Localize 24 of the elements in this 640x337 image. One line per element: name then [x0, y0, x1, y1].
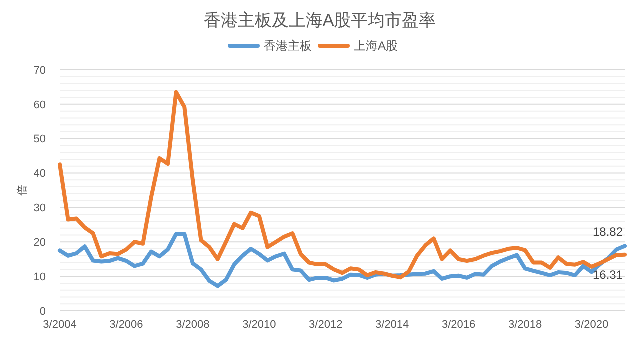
line-series [58, 90, 627, 280]
x-tick-label: 3/2010 [242, 319, 276, 331]
x-tick-label: 3/2014 [376, 319, 410, 331]
y-axis-title: 倍 [16, 185, 29, 196]
x-tick-label: 3/2004 [43, 319, 77, 331]
y-tick-label: 40 [34, 168, 46, 180]
y-tick-label: 0 [40, 306, 46, 318]
y-tick-label: 30 [34, 202, 46, 215]
x-tick-label: 3/2008 [176, 319, 210, 331]
legend-label: 上海A股 [354, 39, 398, 53]
data-label: 18.82 [592, 225, 624, 240]
data-label: 16.31 [592, 268, 624, 282]
x-tick-label: 3/2016 [442, 319, 476, 331]
y-tick-label: 50 [34, 134, 46, 146]
x-tick-label: 3/2020 [574, 319, 609, 331]
y-tick-label: 60 [34, 99, 46, 112]
x-tick-label: 3/2012 [309, 319, 343, 331]
y-tick-label: 10 [34, 271, 46, 284]
legend-label: 香港主板 [264, 39, 312, 53]
y-tick-label: 70 [34, 64, 46, 77]
x-tick-label: 3/2006 [110, 319, 144, 331]
y-tick-label: 20 [34, 236, 46, 249]
x-tick-label: 3/2018 [508, 319, 542, 331]
chart-title: 香港主板及上海A股平均市盈率 [204, 11, 436, 30]
